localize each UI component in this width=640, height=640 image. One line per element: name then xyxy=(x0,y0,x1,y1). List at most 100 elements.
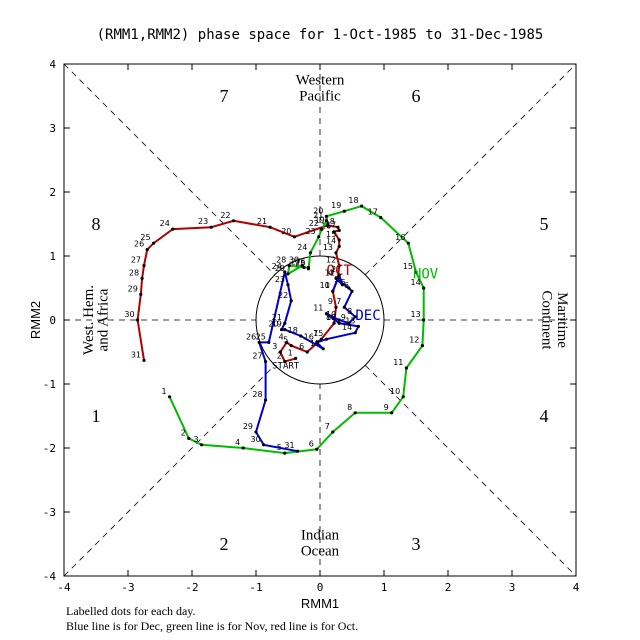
day-dot xyxy=(320,227,324,231)
y-tick-label: 4 xyxy=(49,58,56,71)
day-label: 10 xyxy=(390,387,400,396)
day-label: 25 xyxy=(295,259,305,268)
day-label: 18 xyxy=(325,217,335,226)
day-label: 20 xyxy=(313,206,323,215)
day-label: 15 xyxy=(313,329,323,338)
y-tick-label: -3 xyxy=(43,506,56,519)
day-label: 19 xyxy=(272,320,282,329)
day-dot xyxy=(209,225,213,229)
day-label: 5 xyxy=(283,336,288,345)
day-dot xyxy=(289,344,293,348)
phase-number-4: 4 xyxy=(540,406,549,426)
day-label: 19 xyxy=(331,201,341,210)
day-label: 28 xyxy=(252,390,262,399)
day-label: 30 xyxy=(124,310,134,319)
series-dec: 1234567891011121314151617181920212223242… xyxy=(243,262,381,453)
day-label: 18 xyxy=(348,196,358,205)
day-dot xyxy=(334,276,338,280)
y-tick-label: -4 xyxy=(43,570,57,583)
day-dot xyxy=(420,344,424,348)
day-dot xyxy=(267,340,271,344)
day-label: 27 xyxy=(252,352,262,361)
day-dot xyxy=(286,272,290,276)
day-dot xyxy=(331,289,335,293)
day-label: 5 xyxy=(341,278,346,287)
day-dot xyxy=(142,358,146,362)
day-label: 7 xyxy=(336,297,341,306)
day-label: 12 xyxy=(326,313,336,322)
day-label: 22 xyxy=(278,291,288,300)
day-dot xyxy=(422,286,426,290)
day-dot xyxy=(422,318,426,322)
day-dot xyxy=(315,340,319,344)
day-dot xyxy=(321,347,325,351)
start-label: START xyxy=(272,361,300,371)
series-name-nov: NOV xyxy=(413,266,439,282)
day-label: 6 xyxy=(299,342,304,351)
day-label: 20 xyxy=(268,320,278,329)
day-label: 21 xyxy=(257,217,267,226)
day-dot xyxy=(406,241,410,245)
day-dot xyxy=(326,223,330,227)
day-label: 29 xyxy=(275,264,285,273)
day-dot xyxy=(305,350,309,354)
x-tick-label: -3 xyxy=(121,581,134,594)
day-label: 19 xyxy=(314,215,324,224)
day-label: 6 xyxy=(344,281,349,290)
day-dot xyxy=(241,446,245,450)
region-right-line-1: Maritime xyxy=(554,292,570,348)
y-tick-label: 1 xyxy=(49,250,56,263)
x-tick-label: -2 xyxy=(185,581,198,594)
day-dot xyxy=(337,318,341,322)
day-dot xyxy=(254,430,258,434)
phase-number-3: 3 xyxy=(412,534,421,554)
day-label: 28 xyxy=(129,268,139,277)
day-label: 29 xyxy=(128,284,138,293)
region-bottom-line-1: Indian xyxy=(301,528,340,544)
day-label: 2 xyxy=(331,265,336,274)
x-tick-label: 4 xyxy=(573,581,580,594)
day-dot xyxy=(285,340,289,344)
day-dot xyxy=(152,241,156,245)
x-tick-label: -1 xyxy=(249,581,262,594)
day-label: 26 xyxy=(134,240,144,249)
y-tick-label: -2 xyxy=(43,442,56,455)
day-label: 10 xyxy=(326,310,336,319)
day-dot xyxy=(337,228,341,232)
day-dot xyxy=(340,283,344,287)
region-top-line-1: Western xyxy=(296,72,345,88)
region-left-line-2: and Africa xyxy=(96,288,112,351)
day-label: 24 xyxy=(160,219,170,228)
x-tick-label: -4 xyxy=(57,581,71,594)
day-dot xyxy=(262,443,266,447)
day-dot xyxy=(324,312,328,316)
series-name-oct: OCT xyxy=(327,263,353,279)
x-tick-label: 2 xyxy=(445,581,452,594)
day-dot xyxy=(342,305,346,309)
day-label: 23 xyxy=(198,217,208,226)
phase-number-7: 7 xyxy=(220,86,229,106)
day-label: 6 xyxy=(309,439,314,448)
diagonal-line xyxy=(364,63,577,276)
day-label: 30 xyxy=(250,435,260,444)
day-label: 1 xyxy=(288,348,293,357)
day-label: 3 xyxy=(194,435,199,444)
day-label: 11 xyxy=(393,358,403,367)
day-label: 31 xyxy=(284,441,294,450)
day-label: 13 xyxy=(323,243,333,252)
x-tick-label: 0 xyxy=(317,581,324,594)
day-label: 7 xyxy=(313,329,318,338)
day-dot xyxy=(280,328,284,332)
footnote-line-2: Blue line is for Dec, green line is for … xyxy=(66,619,358,633)
day-label: 23 xyxy=(275,275,285,284)
phase-number-2: 2 xyxy=(220,534,229,554)
day-label: 2 xyxy=(181,428,186,437)
day-label: 26 xyxy=(246,332,256,341)
day-label: 9 xyxy=(384,403,389,412)
region-bottom-line-2: Ocean xyxy=(301,544,340,560)
